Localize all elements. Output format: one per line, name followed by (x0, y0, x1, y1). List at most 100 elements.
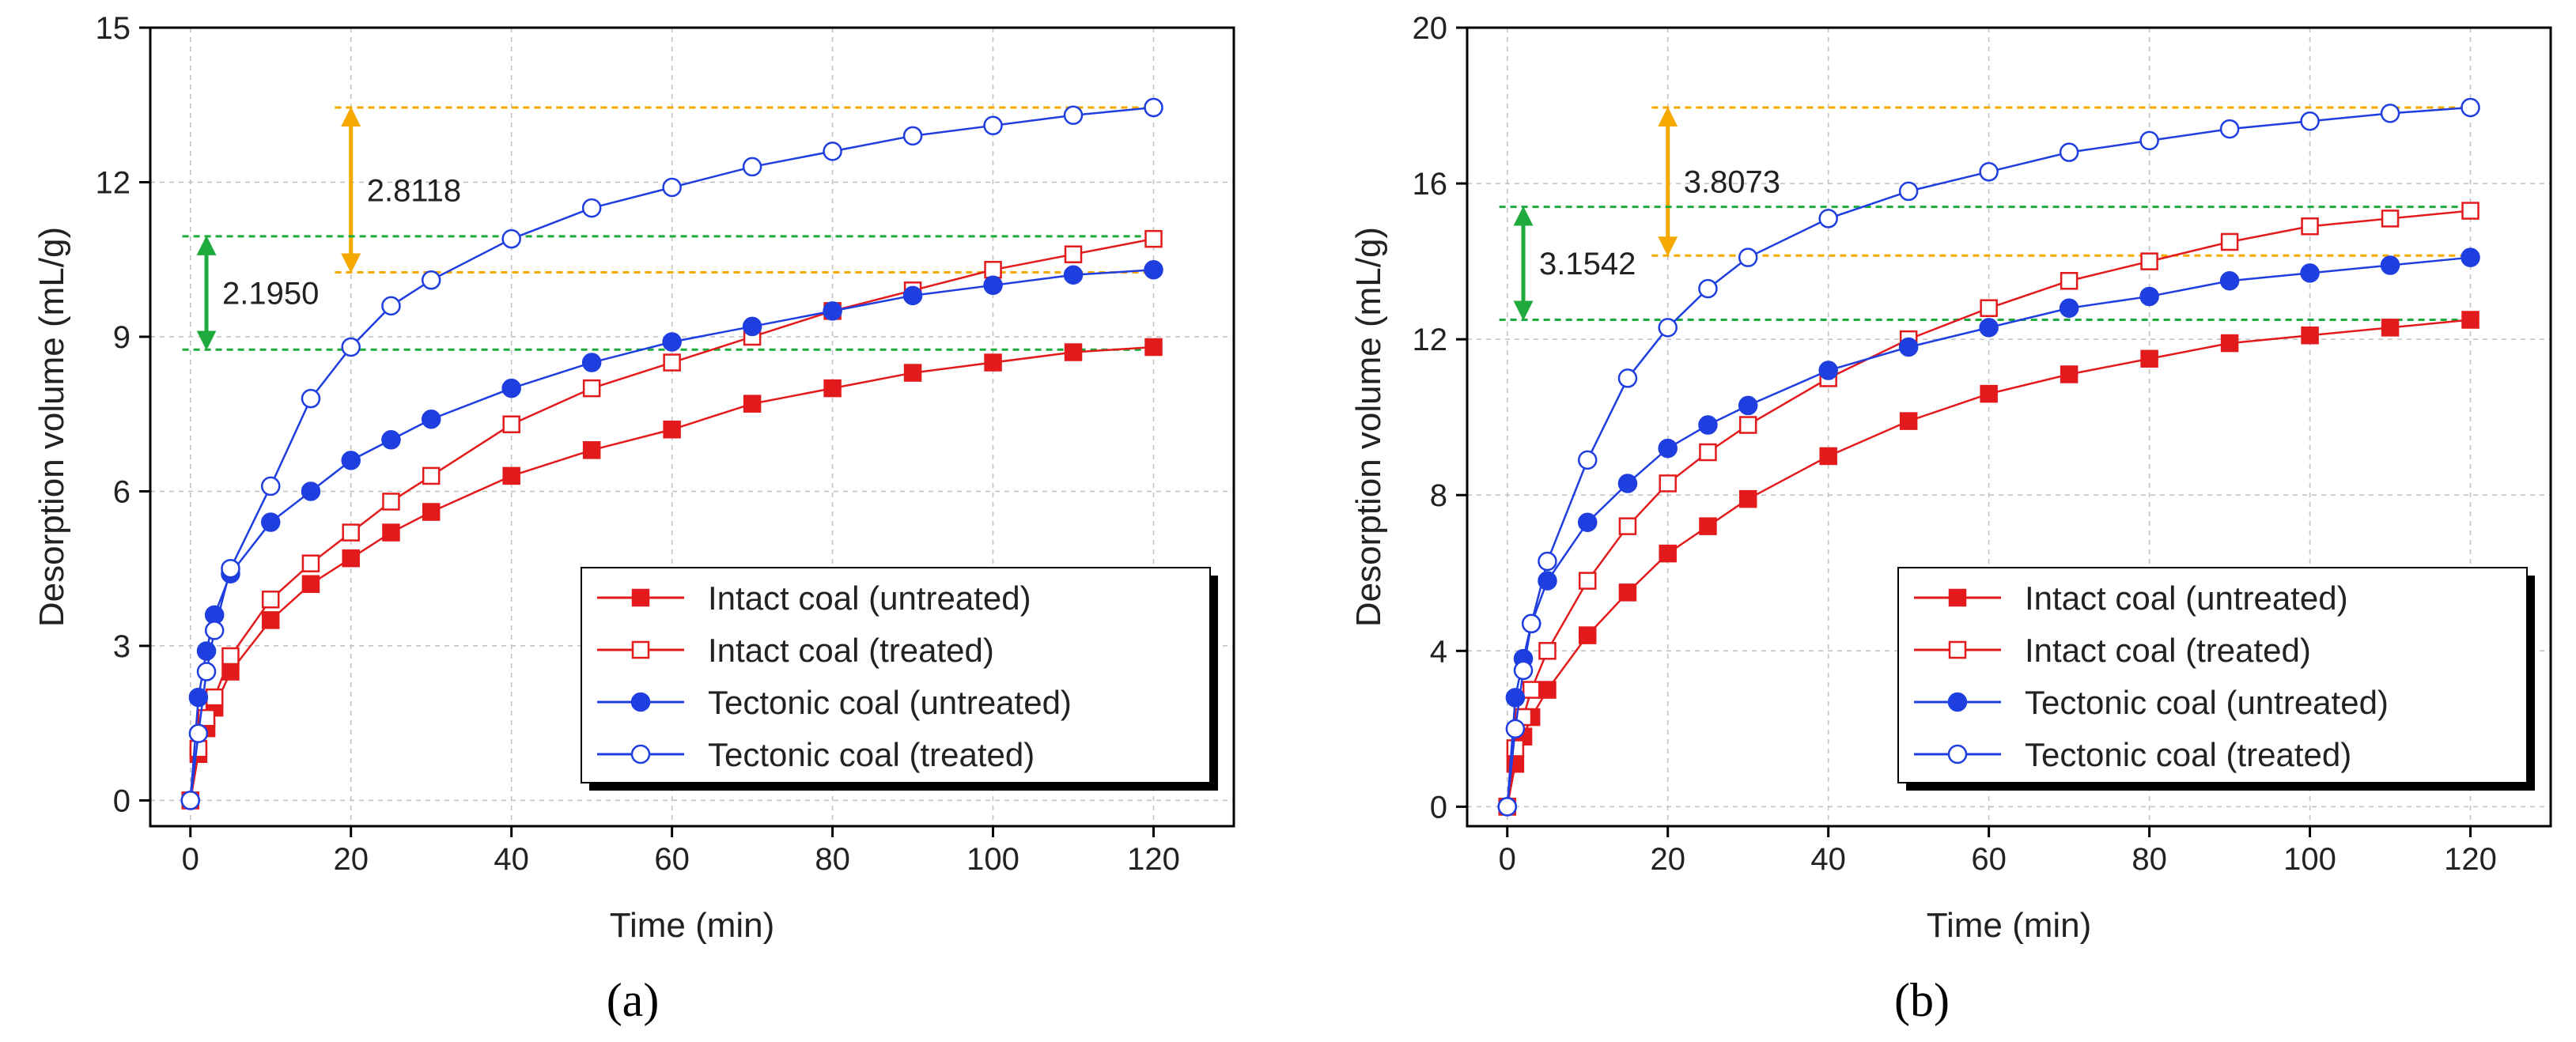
data-point (1522, 681, 1541, 699)
chart-panel-b: 0 20 40 60 80 100 120 0 4 8 12 16 20 Time (min) Desorp… (1349, 11, 2552, 945)
data-point (662, 177, 682, 198)
x-tick-label: 60 (1971, 842, 2007, 877)
x-tick-label: 100 (2283, 842, 2336, 877)
data-point (342, 523, 360, 542)
data-point (501, 378, 521, 398)
data-point (1698, 415, 1718, 435)
data-point (2300, 263, 2320, 283)
data-point (1659, 474, 1677, 493)
data-point (1577, 512, 1598, 532)
series-tectonic-coal-treated- (180, 97, 1163, 810)
data-point (1538, 642, 1557, 660)
legend-box (581, 567, 1211, 783)
data-point (382, 493, 400, 511)
legend-item: Intact coal (untreated) (597, 580, 1031, 617)
data-point (189, 740, 208, 758)
data-point (1618, 517, 1637, 535)
data-point (2060, 365, 2079, 383)
data-point (1898, 181, 1919, 202)
legend-marker (631, 588, 650, 607)
data-point (1505, 719, 1526, 739)
data-point (983, 115, 1003, 136)
data-point (221, 558, 240, 579)
data-point (2220, 334, 2239, 353)
x-tick-label: 120 (2444, 842, 2497, 877)
data-point (421, 270, 441, 290)
data-point (2301, 217, 2319, 236)
data-point (2140, 349, 2158, 368)
data-point (1818, 209, 1838, 228)
data-point (1699, 443, 1717, 462)
annotation-value: 3.1542 (1539, 247, 1636, 281)
chart-panel-a: 0 20 40 60 80 100 120 0 3 6 9 12 15 Time (min) Desorpt… (32, 11, 1235, 945)
legend-marker (630, 692, 651, 712)
data-point (823, 301, 842, 321)
data-point (582, 379, 601, 398)
data-point (1521, 613, 1541, 634)
data-point (823, 379, 842, 398)
legend-marker (1947, 692, 1968, 712)
data-point (1659, 544, 1677, 563)
x-tick-label: 120 (1127, 842, 1180, 877)
y-tick-label: 12 (96, 165, 131, 200)
data-point (2139, 130, 2159, 151)
data-point (743, 395, 762, 413)
data-point (2461, 247, 2480, 267)
y-tick-label: 0 (113, 783, 131, 818)
data-point (1538, 681, 1557, 699)
data-point (1578, 572, 1597, 590)
data-point (1144, 338, 1163, 357)
data-point (983, 275, 1003, 296)
data-point (663, 353, 681, 372)
x-tick-label: 80 (815, 842, 850, 877)
data-point (1738, 247, 1758, 267)
legend-box (1897, 567, 2528, 783)
data-point (1738, 416, 1757, 434)
data-point (1979, 318, 1999, 338)
panel-label-a: (a) (607, 974, 660, 1026)
legend-label: Intact coal (untreated) (708, 580, 1031, 617)
y-tick-label: 16 (1413, 167, 1448, 202)
data-point (1658, 438, 1678, 459)
y-tick-label: 0 (1430, 790, 1447, 825)
data-point (663, 421, 681, 439)
data-point (823, 142, 842, 161)
data-point (1497, 797, 1517, 817)
data-point (341, 337, 361, 357)
legend-marker (631, 640, 650, 659)
data-point (902, 126, 923, 146)
data-point (581, 353, 602, 372)
x-tick-label: 40 (1810, 842, 1846, 877)
data-point (1980, 299, 1998, 317)
data-point (1144, 229, 1163, 248)
data-point (1699, 517, 1717, 535)
data-point (1738, 395, 1758, 416)
legend-label: Tectonic coal (untreated) (2025, 684, 2389, 721)
data-point (260, 512, 281, 532)
x-tick-label: 20 (1650, 842, 1685, 877)
data-point (1818, 361, 1838, 380)
x-axis-label: Time (min) (1927, 906, 2092, 945)
series-tectonic-coal-treated- (1497, 97, 2480, 817)
x-tick-label: 0 (1499, 842, 1516, 877)
legend-label: Tectonic coal (treated) (708, 736, 1035, 773)
data-point (2380, 104, 2400, 123)
y-tick-label: 6 (113, 474, 131, 509)
legend-marker (1947, 744, 1968, 765)
data-point (1144, 260, 1163, 280)
legend-marker (630, 744, 651, 765)
legend-marker (1948, 640, 1967, 659)
annotation-value: 2.1950 (222, 277, 319, 311)
data-point (2219, 270, 2240, 291)
legend: Intact coal (untreated) Intact coal (trea… (1897, 567, 2535, 791)
x-tick-label: 20 (333, 842, 369, 877)
data-point (1899, 412, 1918, 430)
data-point (2381, 319, 2400, 337)
data-point (422, 503, 441, 521)
annotation-value: 3.8073 (1684, 165, 1780, 200)
data-point (1617, 474, 1638, 493)
y-tick-label: 15 (96, 11, 131, 46)
data-point (502, 466, 520, 485)
x-axis-label: Time (min) (610, 906, 775, 945)
legend-marker (1948, 588, 1967, 607)
